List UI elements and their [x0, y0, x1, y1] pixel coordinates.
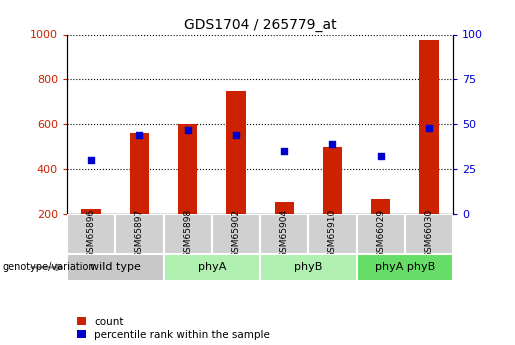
Text: GSM66030: GSM66030 [424, 209, 434, 258]
Bar [356, 214, 405, 254]
Text: genotype/variation: genotype/variation [3, 263, 95, 272]
Point [232, 132, 240, 138]
Bar [115, 214, 163, 254]
Bar [226, 90, 246, 214]
Point [329, 141, 337, 147]
Text: wild type: wild type [90, 263, 141, 272]
Point [135, 132, 144, 138]
Text: GSM66029: GSM66029 [376, 209, 385, 258]
Text: GSM65896: GSM65896 [87, 209, 96, 258]
Bar [308, 214, 356, 254]
Point [376, 154, 385, 159]
Bar [67, 214, 115, 254]
Bar [178, 124, 197, 214]
Bar [67, 254, 163, 281]
Text: GSM65904: GSM65904 [280, 209, 289, 258]
Bar [163, 254, 260, 281]
Text: phyA phyB: phyA phyB [375, 263, 435, 272]
Text: GSM65897: GSM65897 [135, 209, 144, 258]
Bar [81, 209, 101, 214]
Bar [419, 40, 439, 214]
Bar [130, 133, 149, 214]
Point [425, 125, 433, 130]
Text: GSM65902: GSM65902 [231, 209, 241, 258]
Point [183, 127, 192, 132]
Text: phyB: phyB [294, 263, 322, 272]
Bar [212, 214, 260, 254]
Point [87, 157, 95, 163]
Bar [405, 214, 453, 254]
Title: GDS1704 / 265779_at: GDS1704 / 265779_at [184, 18, 336, 32]
Point [280, 148, 288, 154]
Bar [371, 199, 390, 214]
Bar [356, 254, 453, 281]
Text: GSM65910: GSM65910 [328, 209, 337, 258]
Text: phyA: phyA [198, 263, 226, 272]
Bar [323, 147, 342, 214]
Legend: count, percentile rank within the sample: count, percentile rank within the sample [77, 317, 270, 340]
Text: GSM65898: GSM65898 [183, 209, 192, 258]
Bar [260, 214, 308, 254]
Bar [260, 254, 356, 281]
Bar [274, 201, 294, 214]
Bar [163, 214, 212, 254]
